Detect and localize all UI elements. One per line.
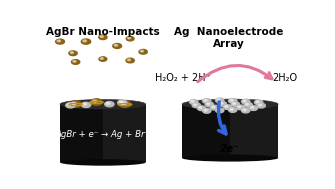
Ellipse shape (60, 159, 146, 166)
Text: AgBr Nano-Impacts: AgBr Nano-Impacts (46, 27, 160, 37)
Circle shape (259, 104, 262, 106)
Circle shape (256, 101, 259, 103)
Circle shape (191, 101, 194, 102)
Circle shape (246, 103, 249, 105)
Circle shape (207, 103, 210, 105)
Circle shape (71, 60, 80, 64)
Circle shape (225, 105, 228, 107)
Circle shape (69, 51, 77, 56)
Circle shape (218, 101, 226, 106)
Circle shape (100, 36, 103, 37)
Circle shape (215, 108, 224, 113)
Circle shape (105, 101, 114, 107)
Circle shape (212, 106, 215, 108)
Circle shape (83, 40, 86, 42)
Circle shape (205, 102, 213, 107)
Circle shape (91, 99, 102, 105)
Circle shape (57, 40, 61, 42)
Circle shape (243, 100, 246, 102)
Circle shape (81, 39, 91, 44)
Circle shape (128, 37, 131, 39)
Circle shape (127, 59, 131, 61)
Circle shape (249, 106, 258, 110)
Circle shape (217, 99, 220, 101)
Circle shape (257, 103, 265, 108)
Circle shape (70, 52, 73, 53)
Circle shape (197, 106, 206, 111)
Circle shape (113, 43, 122, 48)
Circle shape (199, 107, 202, 108)
Circle shape (203, 108, 211, 113)
Text: H₂O₂ + 2H⁺: H₂O₂ + 2H⁺ (155, 73, 211, 83)
Circle shape (238, 106, 241, 108)
Circle shape (232, 103, 236, 104)
Circle shape (114, 44, 118, 46)
Bar (230, 104, 278, 158)
Circle shape (83, 103, 86, 105)
Circle shape (126, 36, 134, 41)
Circle shape (66, 103, 75, 108)
Circle shape (100, 58, 103, 59)
Circle shape (81, 102, 91, 108)
Circle shape (244, 103, 253, 107)
Text: 2e⁻: 2e⁻ (220, 144, 240, 154)
Circle shape (119, 101, 123, 103)
Circle shape (190, 100, 198, 104)
Circle shape (99, 35, 107, 40)
Bar (182, 104, 230, 158)
Bar (60, 104, 103, 162)
Circle shape (106, 102, 110, 105)
Ellipse shape (60, 99, 146, 109)
Circle shape (236, 105, 245, 110)
Text: AgBr + e⁻ → Ag + Br⁻: AgBr + e⁻ → Ag + Br⁻ (56, 130, 150, 139)
Circle shape (215, 98, 224, 103)
Circle shape (230, 108, 233, 110)
Circle shape (118, 100, 127, 105)
Circle shape (251, 107, 254, 108)
Circle shape (92, 100, 97, 102)
Circle shape (194, 104, 197, 106)
Circle shape (70, 101, 81, 107)
Circle shape (210, 105, 219, 110)
Circle shape (126, 58, 134, 63)
Circle shape (243, 109, 246, 111)
Bar (103, 104, 146, 162)
Circle shape (230, 99, 233, 101)
Circle shape (219, 102, 223, 104)
Circle shape (228, 108, 237, 112)
Circle shape (140, 50, 143, 52)
Circle shape (228, 98, 237, 103)
Circle shape (242, 99, 250, 104)
Circle shape (121, 102, 126, 105)
Circle shape (56, 39, 64, 44)
Circle shape (67, 104, 71, 106)
Circle shape (223, 105, 232, 109)
Circle shape (192, 103, 201, 108)
Circle shape (139, 50, 147, 54)
Ellipse shape (182, 154, 278, 162)
Circle shape (217, 109, 220, 111)
Circle shape (204, 109, 207, 111)
Circle shape (231, 102, 240, 107)
Circle shape (242, 108, 250, 113)
Circle shape (99, 57, 107, 61)
FancyArrowPatch shape (198, 65, 272, 82)
Circle shape (203, 99, 211, 103)
Circle shape (255, 100, 263, 105)
Circle shape (119, 101, 131, 107)
FancyArrowPatch shape (218, 102, 226, 134)
Text: Ag  Nanoelectrode
Array: Ag Nanoelectrode Array (174, 27, 283, 49)
Circle shape (204, 99, 207, 101)
Circle shape (73, 60, 76, 62)
Ellipse shape (182, 99, 278, 109)
Text: 2H₂O: 2H₂O (272, 73, 297, 83)
Circle shape (72, 102, 76, 105)
